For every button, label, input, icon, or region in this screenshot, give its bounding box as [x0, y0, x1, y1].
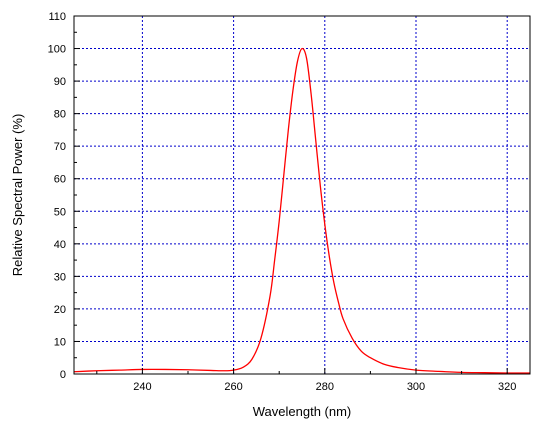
- y-tick-label: 100: [48, 44, 66, 56]
- x-tick-label: 240: [133, 381, 151, 393]
- y-tick-label: 0: [60, 369, 66, 381]
- grid-lines: [74, 16, 530, 374]
- y-tick-label: 80: [54, 109, 66, 121]
- x-tick-label: 260: [224, 381, 242, 393]
- y-axis-title: Relative Spectral Power (%): [10, 114, 25, 277]
- axis-ticks: [74, 15, 508, 375]
- y-tick-label: 20: [54, 304, 66, 316]
- x-tick-label: 300: [407, 381, 425, 393]
- y-tick-label: 50: [54, 206, 66, 218]
- y-tick-label: 60: [54, 174, 66, 186]
- y-tick-label: 40: [54, 239, 66, 251]
- y-tick-label: 70: [54, 141, 66, 153]
- y-tick-label: 10: [54, 336, 66, 348]
- tick-labels: 240 260 280 300 320 0 10 20 30 40 50 60 70 80 90 100 110: [48, 11, 517, 393]
- spectral-power-line: [73, 47, 531, 374]
- series-layer: [73, 47, 531, 374]
- y-tick-label: 90: [54, 76, 66, 88]
- y-tick-label: 30: [54, 271, 66, 283]
- x-tick-label: 320: [498, 381, 516, 393]
- x-tick-label: 280: [316, 381, 334, 393]
- x-axis-title: Wavelength (nm): [253, 404, 352, 419]
- y-tick-label: 110: [48, 11, 66, 23]
